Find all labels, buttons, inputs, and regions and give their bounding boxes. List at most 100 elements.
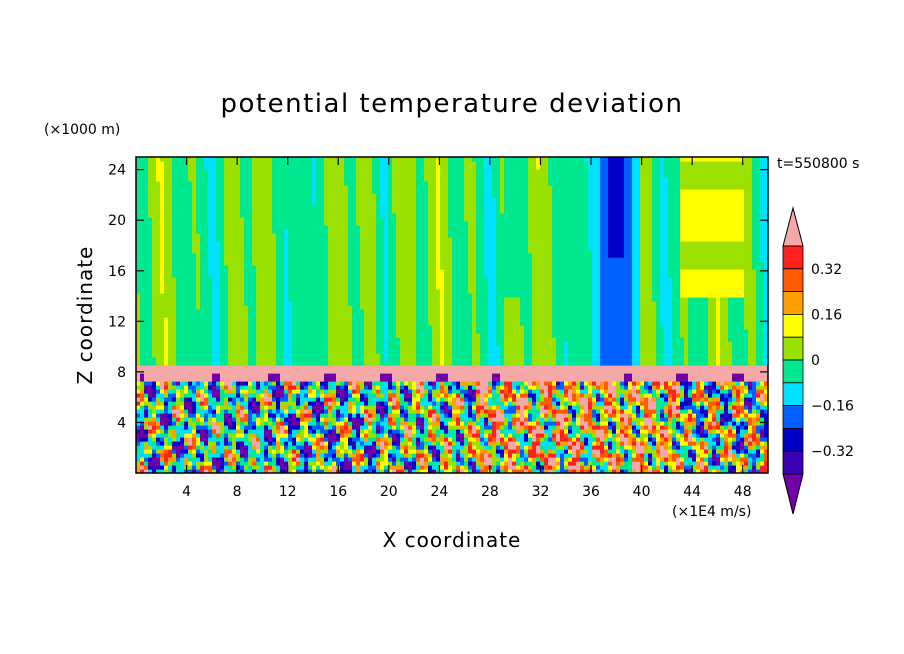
heatmap-cell [200,389,205,394]
heatmap-cell [184,457,189,462]
heatmap-cell [644,441,649,446]
heatmap-cell [156,345,161,350]
heatmap-cell [416,393,421,398]
heatmap-cell [652,457,657,462]
heatmap-cell [276,381,281,386]
heatmap-cell [524,369,529,374]
heatmap-cell [276,377,281,382]
heatmap-cell [424,361,429,366]
heatmap-cell [740,349,745,354]
heatmap-cell [516,349,521,354]
heatmap-cell [444,405,449,410]
heatmap-cell [272,357,277,362]
heatmap-cell [356,413,361,418]
heatmap-cell [296,457,301,462]
heatmap-cell [756,469,761,473]
heatmap-cell [352,457,357,462]
heatmap-cell [480,381,485,386]
heatmap-cell [296,377,301,382]
heatmap-cell [564,405,569,410]
heatmap-cell [672,425,677,430]
heatmap-cell [488,417,493,422]
heatmap-cell [204,373,209,378]
heatmap-cell [556,381,561,386]
heatmap-cell [148,393,153,398]
heatmap-cell [572,389,577,394]
heatmap-cell [212,441,217,446]
heatmap-cell [668,357,673,362]
heatmap-cell [352,429,357,434]
heatmap-cell [736,429,741,434]
heatmap-cell [688,361,693,366]
heatmap-cell [476,401,481,406]
heatmap-cell [600,381,605,386]
heatmap-cell [484,397,489,402]
heatmap-cell [452,449,457,454]
heatmap-cell [204,349,209,354]
heatmap-cell [336,429,341,434]
heatmap-cell [216,381,221,386]
heatmap-cell [512,441,517,446]
heatmap-cell [444,361,449,366]
heatmap-cell [712,389,717,394]
heatmap-cell [584,353,589,358]
heatmap-cell [656,453,661,458]
heatmap-cell [168,373,173,378]
heatmap-cell [220,417,225,422]
heatmap-cell [508,421,513,426]
heatmap-cell [724,441,729,446]
heatmap-cell [676,393,681,398]
heatmap-cell [180,381,185,386]
heatmap-cell [316,421,321,426]
heatmap-cell [272,457,277,462]
heatmap-cell [520,429,525,434]
heatmap-cell [472,421,477,426]
heatmap-cell [260,369,265,374]
heatmap-cell [332,397,337,402]
heatmap-cell [480,433,485,438]
heatmap-cell [232,381,237,386]
heatmap-cell [336,401,341,406]
heatmap-cell [660,445,665,450]
heatmap-cell [716,461,721,466]
heatmap-cell [764,453,768,458]
heatmap-cell [664,441,669,446]
heatmap-cell [412,461,417,466]
heatmap-cell [564,361,569,366]
heatmap-cell [224,405,229,410]
heatmap-cell [432,425,437,430]
heatmap-cell [148,445,153,450]
heatmap-cell [372,437,377,442]
heatmap-cell [488,421,493,426]
heatmap-cell [264,405,269,410]
heatmap-cell [424,389,429,394]
heatmap-cell [140,461,145,466]
heatmap-cell [352,361,357,366]
heatmap-cell [276,445,281,450]
heatmap-cell [504,461,509,466]
heatmap-cell [712,425,717,430]
heatmap-cell [468,429,473,434]
heatmap-cell [436,465,441,470]
heatmap-cell [752,405,757,410]
heatmap-cell [268,389,273,394]
heatmap-cell [216,433,221,438]
heatmap-cell [592,425,597,430]
heatmap-cell [580,381,585,386]
heatmap-cell [440,385,445,390]
heatmap-cell [388,401,393,406]
heatmap-cell [708,433,713,438]
heatmap-cell [724,445,729,450]
heatmap-cell [164,361,169,366]
heatmap-cell [288,425,293,430]
heatmap-cell [208,417,213,422]
heatmap-cell [240,365,245,370]
heatmap-cell [368,389,373,394]
heatmap-cell [472,397,477,402]
heatmap-cell [672,373,677,378]
heatmap-cell [184,433,189,438]
heatmap-cell [224,449,229,454]
heatmap-cell [436,421,441,426]
heatmap-cell [408,461,413,466]
heatmap-cell [676,461,681,466]
